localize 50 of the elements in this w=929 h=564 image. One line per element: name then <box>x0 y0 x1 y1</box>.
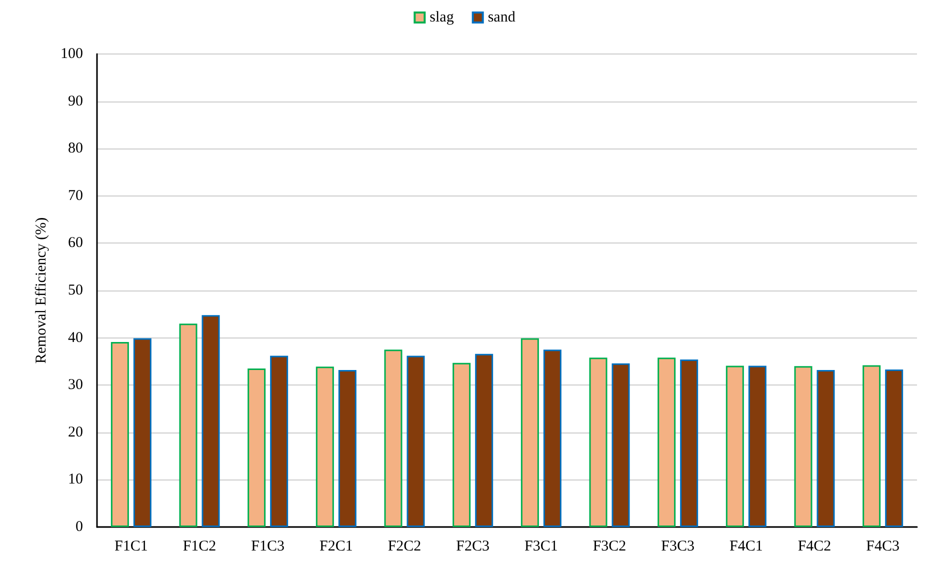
x-tick-label: F4C2 <box>798 538 832 554</box>
bar <box>726 366 744 527</box>
bar <box>680 360 698 527</box>
x-tick-label: F3C1 <box>524 538 558 554</box>
x-tick-label: F3C2 <box>592 538 626 554</box>
x-tick-label: F2C3 <box>456 538 490 554</box>
x-tick-label: F4C1 <box>729 538 763 554</box>
bar <box>520 338 539 527</box>
bar <box>794 366 812 527</box>
bar <box>748 366 766 527</box>
y-axis-title: Removal Efficiency (%) <box>34 217 50 364</box>
y-tick-label: 20 <box>68 424 83 440</box>
bar <box>248 368 266 527</box>
x-tick-label: F3C3 <box>661 538 695 554</box>
bar <box>384 350 402 527</box>
y-tick-label: 10 <box>68 472 83 488</box>
bar <box>452 362 471 527</box>
y-tick-label: 30 <box>68 377 83 394</box>
bar <box>110 342 129 527</box>
bar <box>179 324 198 527</box>
bar <box>475 354 494 527</box>
x-tick-label: F2C1 <box>319 538 353 554</box>
x-tick-label: F1C2 <box>182 538 216 554</box>
bar <box>270 356 288 527</box>
x-tick-label: F2C2 <box>388 538 422 554</box>
bar <box>133 338 152 527</box>
y-tick-label: 60 <box>68 235 83 252</box>
bar <box>816 370 835 527</box>
bar <box>406 356 425 527</box>
x-tick-label: F1C1 <box>114 538 148 554</box>
x-tick-label: F1C3 <box>251 538 285 554</box>
legend-label: slag <box>430 10 454 26</box>
bar <box>543 350 562 527</box>
bar <box>885 369 904 527</box>
bar <box>589 358 608 527</box>
y-tick-label: 0 <box>76 519 83 535</box>
y-tick-label: 90 <box>68 93 83 110</box>
bar <box>862 365 881 527</box>
bar <box>658 358 676 527</box>
y-tick-label: 100 <box>60 46 83 62</box>
y-tick-label: 70 <box>68 188 83 204</box>
bar <box>202 315 220 527</box>
bar <box>338 370 356 527</box>
x-tick-label: F4C3 <box>866 538 900 554</box>
legend-label: sand <box>488 10 516 26</box>
bar <box>316 366 334 527</box>
y-tick-label: 40 <box>68 330 83 346</box>
bar <box>612 363 630 527</box>
y-tick-label: 80 <box>68 140 83 157</box>
y-tick-label: 50 <box>68 282 83 298</box>
